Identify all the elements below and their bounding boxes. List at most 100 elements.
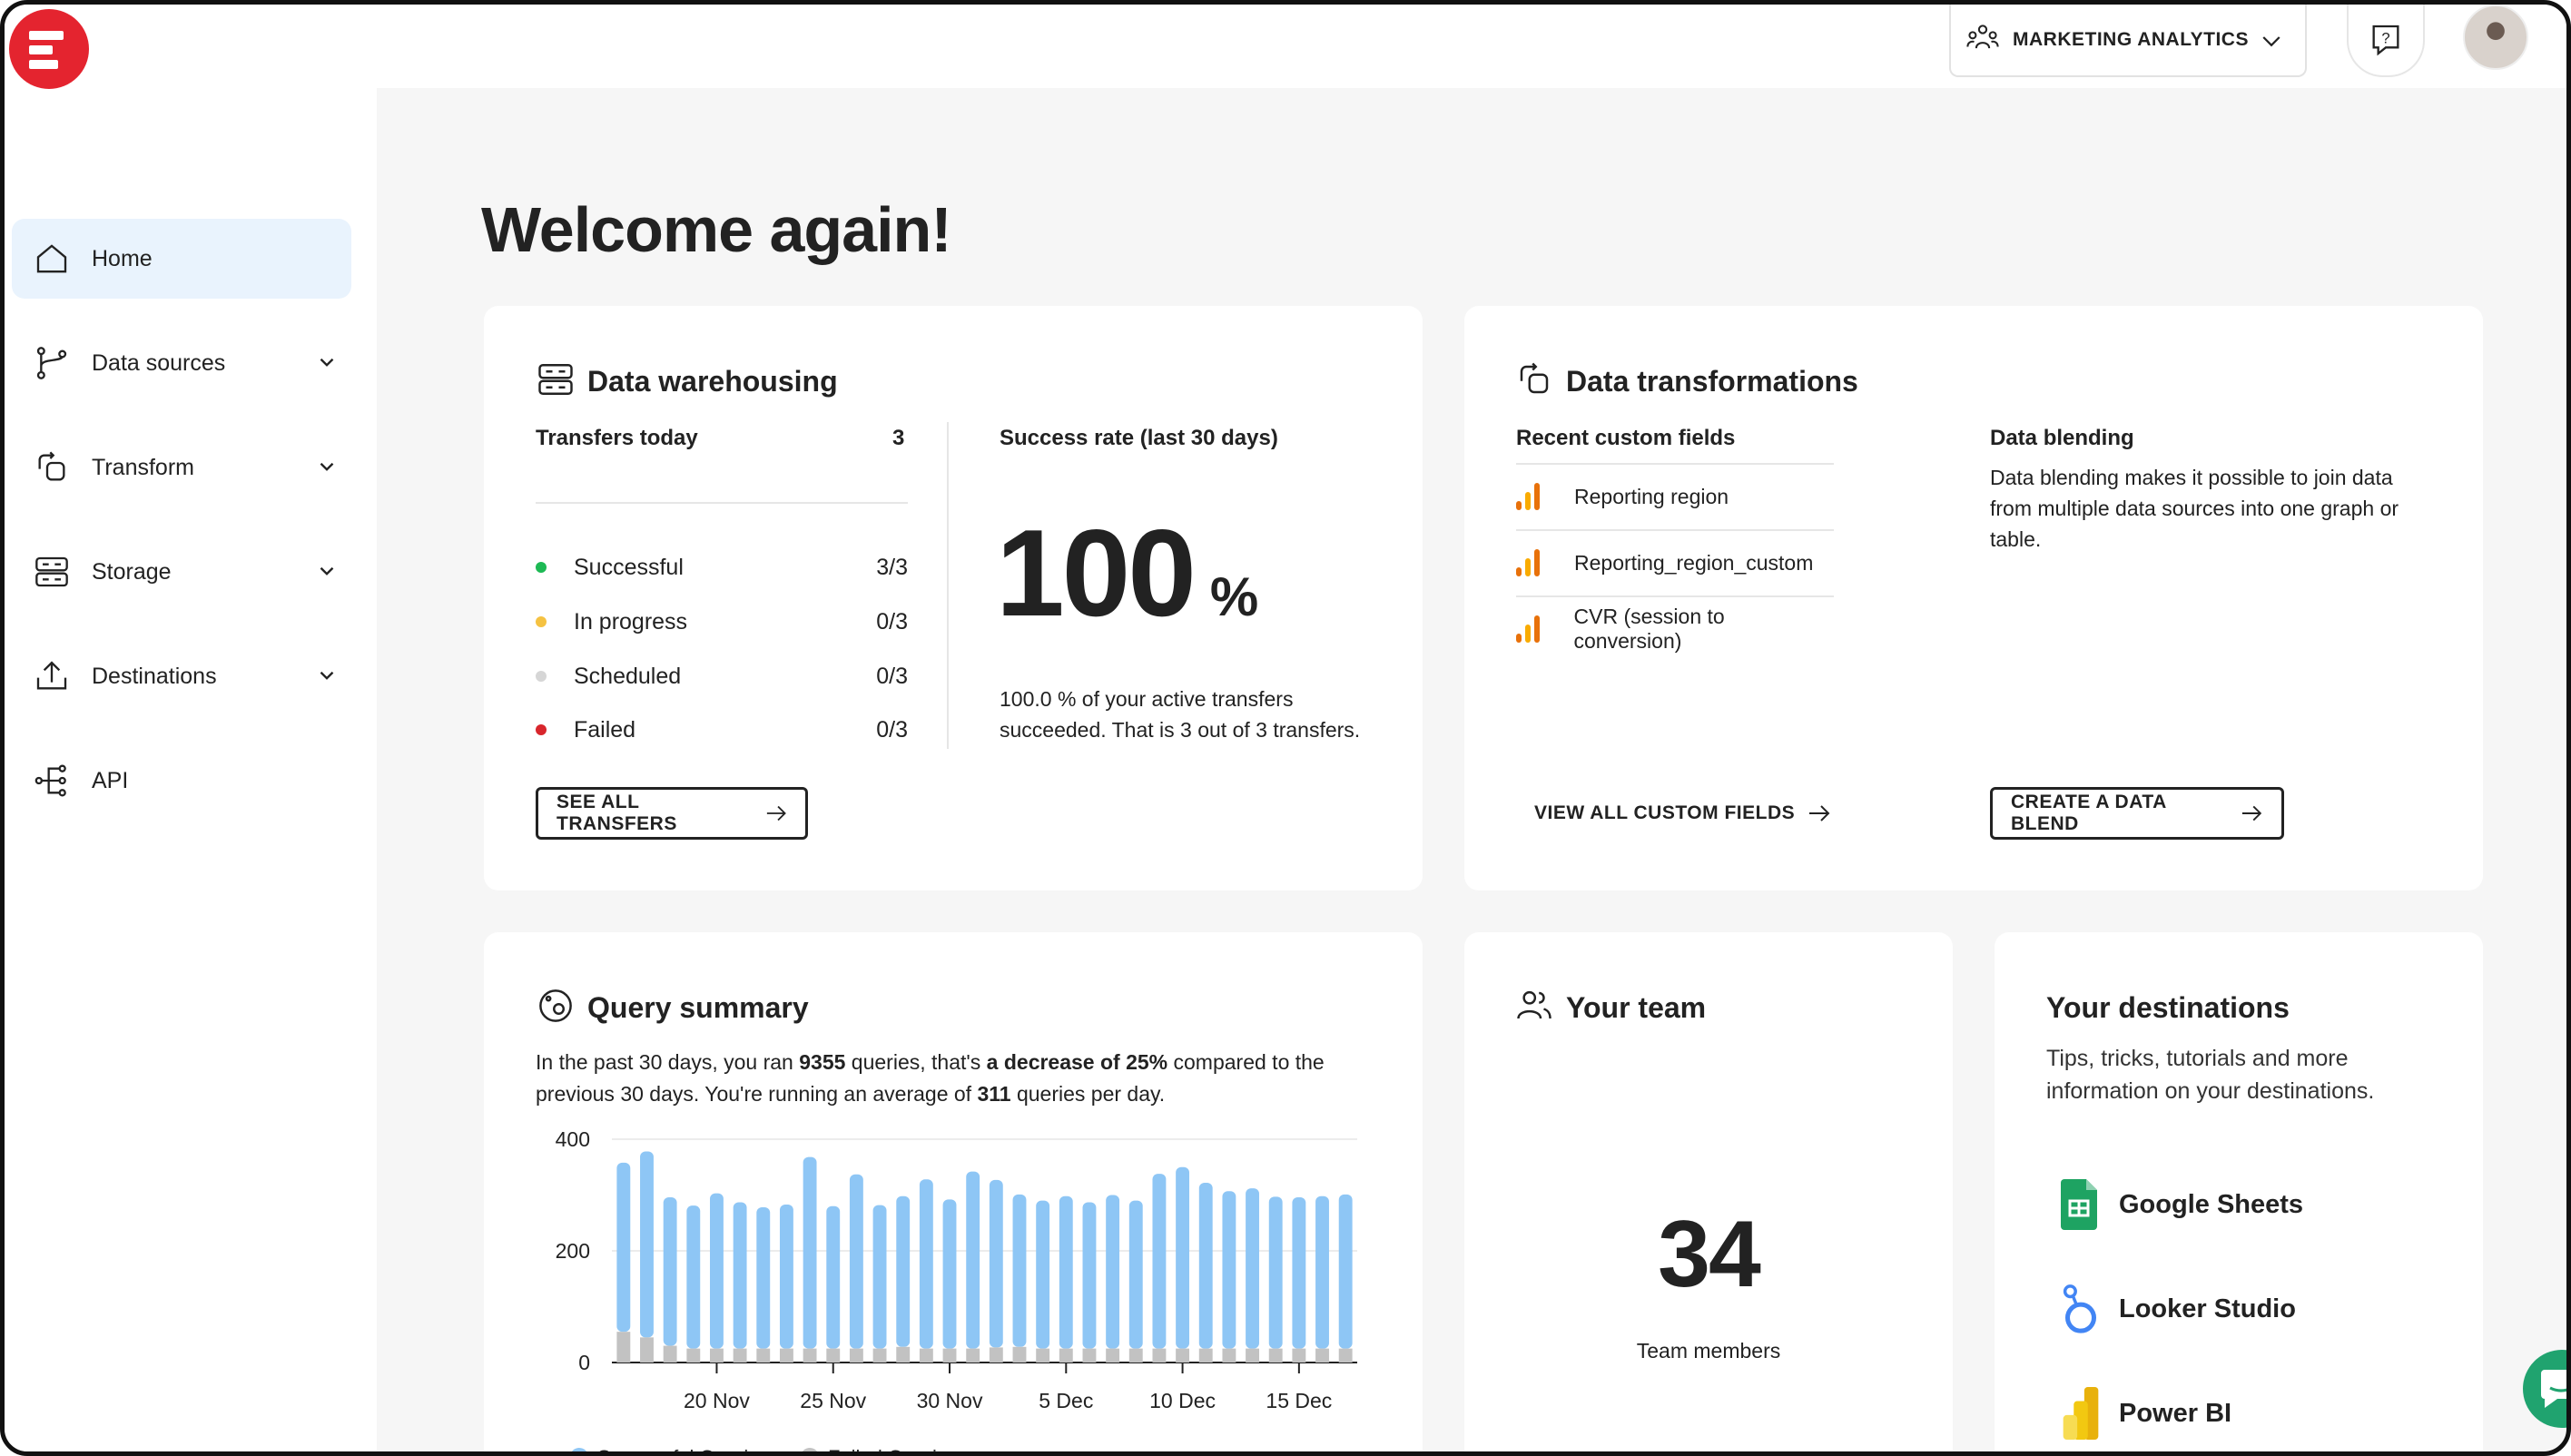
bar-failed: [1152, 1348, 1167, 1363]
custom-field-name: Reporting_region_custom: [1574, 550, 1814, 575]
bar-successful: [896, 1195, 911, 1347]
bar-successful: [1106, 1195, 1120, 1349]
custom-field-row[interactable]: Reporting_region_custom: [1516, 529, 1834, 595]
destination-name: Looker Studio: [2119, 1294, 2296, 1323]
bar-failed: [1012, 1346, 1027, 1363]
custom-field-row[interactable]: CVR (session to conversion): [1516, 595, 1834, 661]
arrow-right-icon: [2242, 805, 2262, 821]
team-icon: [1515, 987, 1553, 1029]
arrow-right-icon: [1809, 805, 1830, 821]
sidebar-item-destinations[interactable]: Destinations: [12, 636, 351, 716]
sidebar-item-storage[interactable]: Storage: [12, 532, 351, 612]
chevron-down-icon[interactable]: [315, 664, 339, 687]
bar-failed: [1059, 1348, 1073, 1363]
google-analytics-icon: [1516, 615, 1542, 643]
status-row-failed: Failed 0/3: [536, 712, 908, 748]
card-title: Data warehousing: [587, 365, 838, 398]
bar-failed: [733, 1348, 747, 1363]
bar-failed: [826, 1348, 841, 1363]
sidebar-item-transform[interactable]: Transform: [12, 428, 351, 507]
help-chat-icon: ?: [2372, 25, 2399, 56]
card-title: Query summary: [587, 991, 809, 1024]
y-tick-label: 0: [578, 1351, 590, 1374]
bar-successful: [640, 1151, 654, 1338]
bar-failed: [803, 1348, 817, 1363]
destination-power-bi[interactable]: Power BI: [2061, 1382, 2231, 1445]
help-button[interactable]: ?: [2347, 5, 2425, 77]
your-team-card: [1464, 932, 1953, 1451]
chat-support-button[interactable]: [2523, 1350, 2566, 1428]
custom-field-row[interactable]: Reporting region: [1516, 463, 1834, 528]
bar-successful: [1152, 1174, 1167, 1349]
bar-failed: [1315, 1348, 1329, 1363]
bar-failed: [616, 1332, 631, 1363]
status-label: Scheduled: [574, 663, 682, 689]
bar-successful: [733, 1202, 747, 1349]
workspace-name: MARKETING ANALYTICS: [2013, 29, 2249, 50]
legend-marker-failed: [803, 1448, 817, 1451]
bar-failed: [989, 1347, 1003, 1363]
bar-failed: [919, 1348, 933, 1363]
storage-icon: [32, 552, 72, 592]
destinations-icon: [32, 656, 72, 696]
api-icon: [32, 761, 72, 801]
divider: [536, 502, 908, 504]
team-member-label: Team members: [1636, 1339, 1781, 1363]
status-value: 0/3: [876, 608, 908, 635]
card-title: Your team: [1566, 991, 1707, 1024]
data-blending-label: Data blending: [1990, 426, 2134, 450]
destination-looker-studio[interactable]: Looker Studio: [2061, 1277, 2296, 1341]
top-bar: MARKETING ANALYTICS ?: [377, 5, 2566, 88]
bar-failed: [756, 1348, 771, 1363]
y-tick-label: 200: [556, 1239, 590, 1263]
sidebar-item-label: Destinations: [92, 663, 217, 689]
chevron-down-icon[interactable]: [315, 350, 339, 374]
bar-failed: [1036, 1348, 1050, 1363]
card-title: Your destinations: [2046, 991, 2290, 1024]
bar-successful: [710, 1193, 724, 1349]
success-note-line-2: succeeded. That is 3 out of 3 transfers.: [1000, 718, 1361, 742]
status-dot: [536, 616, 547, 627]
status-value: 0/3: [876, 663, 908, 689]
bar-failed: [686, 1348, 701, 1363]
bar-successful: [942, 1199, 957, 1349]
bar-failed: [849, 1348, 863, 1363]
bar-failed: [710, 1348, 724, 1363]
status-label: Failed: [574, 716, 636, 743]
button-label: SEE ALL TRANSFERS: [557, 792, 677, 834]
bar-successful: [1082, 1202, 1097, 1349]
chevron-down-icon[interactable]: [315, 559, 339, 583]
card-title: Data transformations: [1566, 365, 1858, 398]
sidebar-item-data-sources[interactable]: Data sources: [12, 323, 351, 403]
view-all-custom-fields-button[interactable]: VIEW ALL CUSTOM FIELDS: [1513, 787, 1853, 840]
success-rate-unit: %: [1209, 566, 1259, 627]
button-label: CREATE A DATA BLEND: [2011, 792, 2166, 834]
success-rate-value: 100 %: [996, 502, 1258, 644]
bar-failed: [896, 1346, 911, 1363]
workspace-selector[interactable]: MARKETING ANALYTICS: [1949, 5, 2307, 77]
svg-text:?: ?: [2381, 29, 2389, 46]
chevron-down-icon[interactable]: [315, 455, 339, 478]
sidebar-item-api[interactable]: API: [12, 741, 351, 821]
home-icon: [32, 239, 72, 279]
bar-successful: [779, 1204, 793, 1349]
recent-custom-fields-label: Recent custom fields: [1516, 426, 1736, 450]
avatar[interactable]: [2463, 5, 2528, 70]
see-all-transfers-button[interactable]: SEE ALL TRANSFERS: [536, 787, 808, 840]
bar-failed: [779, 1348, 793, 1363]
destinations-text-2: information on your destinations.: [2046, 1078, 2375, 1104]
button-label: VIEW ALL CUSTOM FIELDS: [1534, 802, 1796, 823]
data-blending-text-2: from multiple data sources into one grap…: [1990, 497, 2399, 520]
destination-google-sheets[interactable]: Google Sheets: [2061, 1173, 2303, 1236]
bar-successful: [1059, 1195, 1073, 1349]
page-title: Welcome again!: [481, 194, 952, 265]
legend-label-failed: Failed Queries: [828, 1446, 958, 1456]
bar-failed: [1176, 1348, 1190, 1363]
sidebar-item-label: Home: [92, 245, 153, 271]
sidebar-item-home[interactable]: Home: [12, 219, 351, 299]
bar-failed: [1082, 1348, 1097, 1363]
create-data-blend-button[interactable]: CREATE A DATA BLEND: [1990, 787, 2284, 840]
bar-successful: [1338, 1194, 1353, 1349]
app-logo[interactable]: [9, 9, 89, 89]
